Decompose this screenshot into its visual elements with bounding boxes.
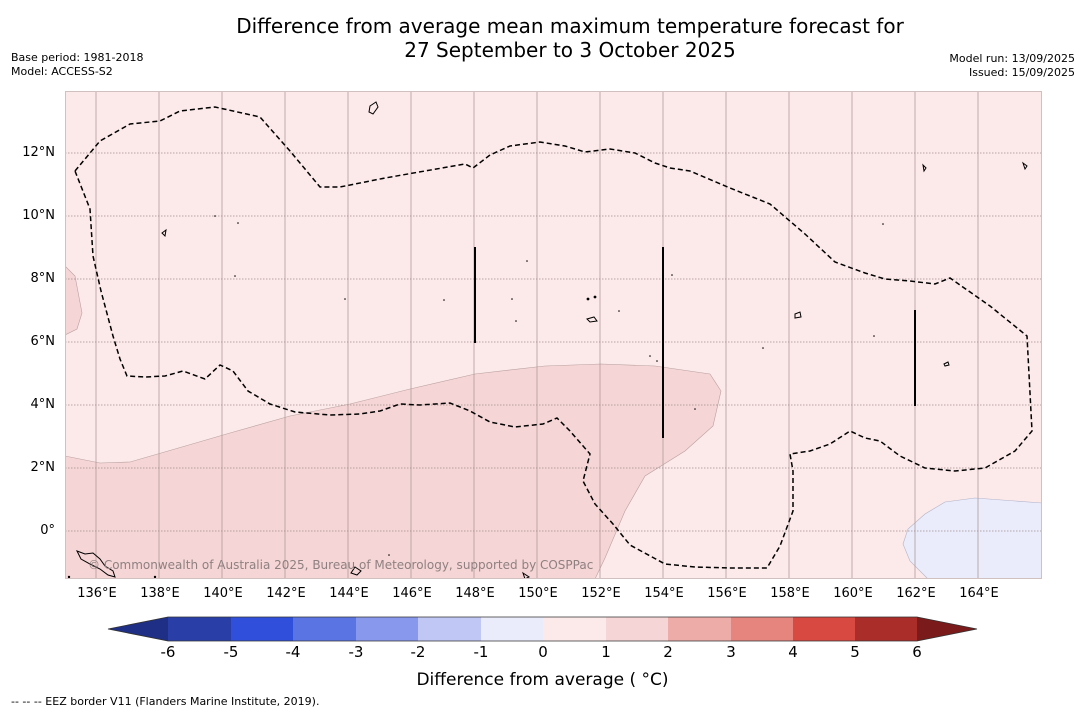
- lon-label-160e: 160°E: [833, 586, 873, 601]
- map-frame-border: [65, 91, 1042, 579]
- colorbar-segment: [668, 617, 731, 641]
- eez-segments: [474, 247, 916, 438]
- title-line-2: 27 September to 3 October 2025: [404, 38, 736, 62]
- model-run-text: Model run: 13/09/2025: [949, 52, 1075, 65]
- lon-label-154e: 154°E: [644, 586, 684, 601]
- colorbar-tick-5: 5: [850, 643, 860, 661]
- map-watermark: © Commonwealth of Australia 2025, Bureau…: [88, 558, 594, 572]
- lon-label-158e: 158°E: [770, 586, 810, 601]
- meta-right: Model run: 13/09/2025 Issued: 15/09/2025: [949, 52, 1075, 80]
- colorbar-segment: [418, 617, 481, 641]
- lat-label-2n: 2°N: [30, 460, 56, 475]
- map-panel[interactable]: © Commonwealth of Australia 2025, Bureau…: [65, 91, 1042, 579]
- map-svg: [65, 91, 1042, 579]
- colorbar: [107, 616, 978, 642]
- lon-label-164e: 164°E: [959, 586, 999, 601]
- lat-label-4n: 4°N: [30, 397, 56, 412]
- colorbar-tick-6: 6: [912, 643, 922, 661]
- title-line-1: Difference from average mean maximum tem…: [236, 14, 904, 38]
- colorbar-segment: [793, 617, 855, 641]
- lon-label-148e: 148°E: [455, 586, 495, 601]
- longitude-gridlines: [95, 91, 979, 579]
- anomaly-patch-west: [65, 265, 83, 336]
- colorbar-outline: [107, 616, 978, 642]
- colorbar-segment: [231, 617, 293, 641]
- lat-label-0: 0°: [40, 523, 55, 538]
- eez-border: [74, 106, 1033, 569]
- issued-text: Issued: 15/09/2025: [968, 66, 1075, 79]
- colorbar-tick-minus1: -1: [473, 643, 489, 661]
- colorbar-tick-minus4: -4: [285, 643, 301, 661]
- colorbar-segment: [606, 617, 668, 641]
- lon-label-142e: 142°E: [266, 586, 306, 601]
- colorbar-segment: [543, 617, 606, 641]
- meta-left: Base period: 1981-2018 Model: ACCESS-S2: [11, 51, 143, 79]
- lon-label-146e: 146°E: [392, 586, 432, 601]
- lon-label-162e: 162°E: [896, 586, 936, 601]
- colorbar-segment: [855, 617, 917, 641]
- model-text: Model: ACCESS-S2: [11, 65, 113, 78]
- colorbar-segment: [293, 617, 356, 641]
- lon-label-140e: 140°E: [203, 586, 243, 601]
- eez-footnote: -- -- -- EEZ border V11 (Flanders Marine…: [11, 695, 320, 708]
- lat-label-8n: 8°N: [30, 271, 56, 286]
- latitude-gridlines: [65, 152, 1042, 532]
- colorbar-tick-minus2: -2: [410, 643, 426, 661]
- island-dots: [67, 215, 884, 579]
- colorbar-tick-2: 2: [663, 643, 673, 661]
- lon-label-150e: 150°E: [518, 586, 558, 601]
- colorbar-tick-1: 1: [601, 643, 611, 661]
- colorbar-segment: [731, 617, 793, 641]
- lon-label-138e: 138°E: [140, 586, 180, 601]
- lon-label-144e: 144°E: [329, 586, 369, 601]
- colorbar-segment: [481, 617, 543, 641]
- colorbar-extend-low: [108, 617, 168, 641]
- lon-label-152e: 152°E: [581, 586, 621, 601]
- colorbar-title: Difference from average ( °C): [416, 670, 669, 690]
- colorbar-tick-minus6: -6: [160, 643, 176, 661]
- lat-label-12n: 12°N: [22, 145, 55, 160]
- colorbar-segment: [356, 617, 418, 641]
- lon-label-156e: 156°E: [707, 586, 747, 601]
- islands: [75, 101, 1028, 579]
- colorbar-tick-3: 3: [726, 643, 736, 661]
- lon-label-136e: 136°E: [77, 586, 117, 601]
- colorbar-tick-minus3: -3: [348, 643, 364, 661]
- colorbar-tick-4: 4: [788, 643, 798, 661]
- colorbar-tick-minus5: -5: [223, 643, 239, 661]
- lat-label-10n: 10°N: [22, 208, 55, 223]
- colorbar-extend-high: [917, 617, 977, 641]
- anomaly-band-minus1-to-0: [902, 497, 1042, 579]
- base-period-text: Base period: 1981-2018: [11, 51, 144, 64]
- colorbar-tick-0: 0: [538, 643, 548, 661]
- colorbar-segment: [168, 617, 231, 641]
- lat-label-6n: 6°N: [30, 334, 56, 349]
- page-title: Difference from average mean maximum tem…: [0, 14, 1085, 62]
